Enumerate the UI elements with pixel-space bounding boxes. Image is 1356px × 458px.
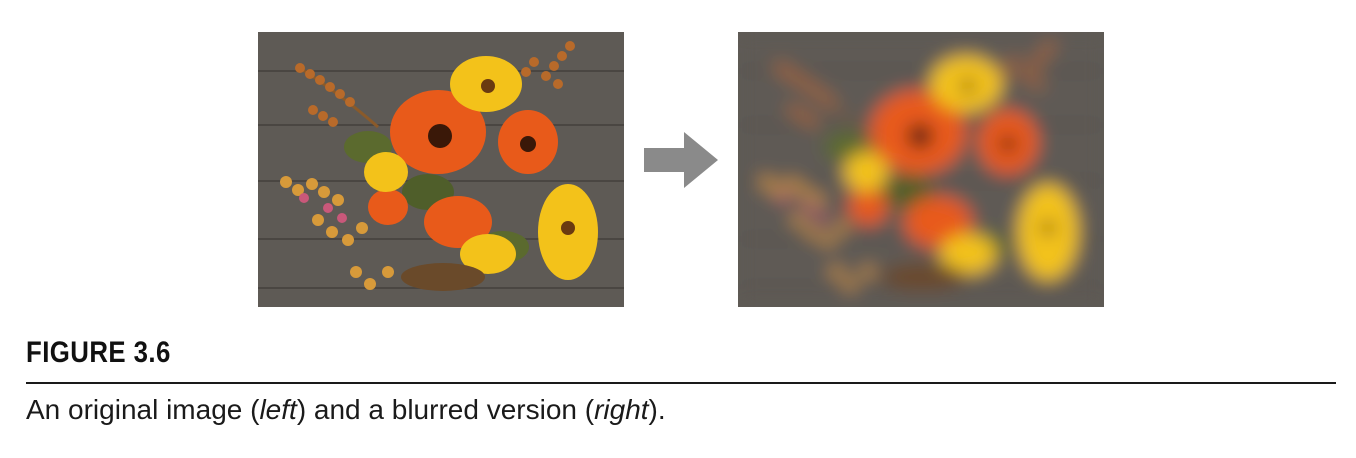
blurred-image [738, 32, 1104, 307]
right-arrow-icon [644, 132, 718, 188]
caption-right-word: right [594, 394, 649, 425]
figure-label: FIGURE 3.6 [26, 336, 171, 369]
caption-text-2: ) and a blurred version ( [296, 394, 595, 425]
original-image [258, 32, 624, 307]
caption-text-1: An original image ( [26, 394, 260, 425]
blurred-image-art [738, 32, 1104, 307]
original-image-art [258, 32, 624, 307]
caption-text-3: ). [648, 394, 666, 425]
caption-left-word: left [259, 394, 297, 425]
caption-divider [26, 382, 1336, 384]
figure-caption: An original image (left) and a blurred v… [26, 394, 666, 426]
